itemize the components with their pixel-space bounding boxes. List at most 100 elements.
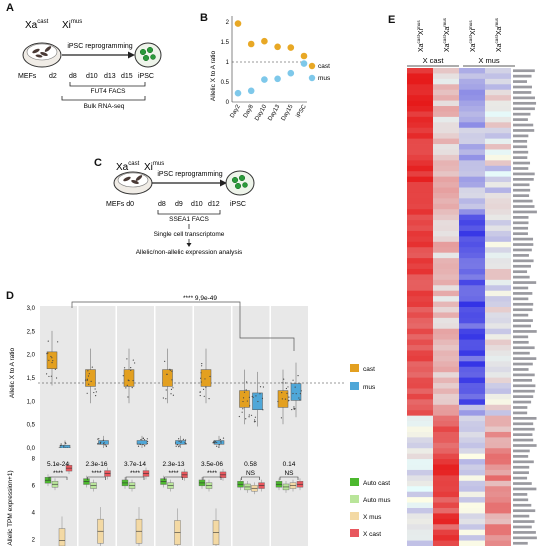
panel-e-cell <box>485 524 511 531</box>
panel-e-col-header: XacastXamus <box>442 17 451 52</box>
panel-e-group-right: X mus <box>478 56 500 65</box>
panel-e-cell <box>459 252 485 259</box>
panel-d-bottom-pvalue: 0.14 <box>283 461 296 468</box>
panel-e-gene-label <box>513 351 530 355</box>
panel-e-cell <box>433 220 459 226</box>
panel-e-cell <box>433 263 459 270</box>
panel-d-top-dot <box>209 375 211 378</box>
panel-d-top-dot <box>55 377 58 379</box>
panel-e-cell <box>407 100 433 107</box>
panel-d-top-dot <box>243 391 246 393</box>
panel-e-cell <box>433 475 459 482</box>
panel-d-bottom-pvalue: 3.5e-06 <box>201 461 223 468</box>
panel-e-cell <box>485 225 511 232</box>
panel-e-cell <box>459 339 485 346</box>
panel-e-cell <box>407 236 433 243</box>
panel-e-cell <box>459 442 485 449</box>
panel-d-top-dot <box>139 443 141 445</box>
panel-e-cell <box>433 421 459 427</box>
panel-a-xi-label: Ximus <box>62 19 82 31</box>
panel-e-gene-label <box>513 243 534 246</box>
panel-e-cell <box>459 317 485 324</box>
panel-e-gene-label <box>513 237 534 241</box>
panel-d-top-dot <box>97 442 99 445</box>
panel-e-cell <box>433 230 459 237</box>
legend-x-cast-swatch <box>350 529 359 537</box>
panel-b-point-mus <box>274 75 281 83</box>
panel-d-top-dot <box>182 438 185 440</box>
panel-e-cell <box>485 285 511 292</box>
panel-d-top-dot <box>65 442 67 444</box>
panel-d-top-dot <box>253 421 256 423</box>
panel-d-top-box-mus <box>290 383 302 401</box>
panel-d-top-dot <box>284 398 287 400</box>
panel-d-bottom-ytick: 6 <box>32 484 36 490</box>
panel-e-cell <box>407 475 433 482</box>
panel-d-bottom-group-bg <box>40 448 77 546</box>
panel-e-gene-label <box>513 129 535 132</box>
panel-d-top-dot <box>293 406 295 408</box>
panel-b-point-cast <box>300 52 308 60</box>
panel-a-tp-0: d2 <box>49 73 57 80</box>
panel-e-gene-label <box>513 112 531 116</box>
panel-d-bottom-bracket <box>48 476 68 480</box>
panel-d-top-dot <box>130 369 132 372</box>
panel-e-cell <box>433 502 459 509</box>
panel-e-gene-label <box>513 444 537 447</box>
panel-e-cell <box>485 220 511 226</box>
panel-e-cell <box>459 366 485 373</box>
panel-e-gene-label <box>513 455 529 458</box>
panel-e-cell <box>407 312 433 319</box>
panel-e-cell <box>407 214 433 221</box>
panel-d-top-dot <box>60 443 62 445</box>
panel-d-top-dot <box>63 445 65 447</box>
panel-e-cell <box>459 372 485 379</box>
panel-d-top-dot <box>214 441 217 443</box>
panel-e-cell <box>407 154 433 161</box>
panel-b-point-mus <box>300 60 308 67</box>
panel-e-cell <box>485 290 511 297</box>
panel-e-cell <box>459 350 485 357</box>
panel-e-cell <box>485 274 511 281</box>
panel-d-bottom-significance: **** <box>91 470 102 477</box>
panel-e-cell <box>459 404 485 411</box>
panel-d-top-dot <box>178 438 180 440</box>
panel-b-ytick-2: 1 <box>226 60 230 66</box>
panel-e-cell <box>407 437 433 444</box>
panel-e-cell <box>459 192 485 199</box>
panel-e-cell <box>433 247 459 254</box>
panel-d-top-dot <box>199 394 201 397</box>
panel-d-top-dot <box>245 418 247 420</box>
panel-e-cell <box>459 138 485 145</box>
panel-b-point-cast <box>261 37 268 45</box>
panel-e-cell <box>433 388 459 395</box>
panel-e-cell <box>407 203 433 210</box>
panel-e-cell <box>433 258 459 264</box>
panel-e-cell <box>485 393 511 400</box>
panel-e-cell <box>407 73 433 80</box>
panel-a-ipsc-label: iPSC <box>138 73 154 80</box>
panel-d-top-dot <box>86 378 88 380</box>
legend-auto-mus-label: Auto mus <box>363 497 391 504</box>
panel-d-top-ytick: 2,5 <box>27 329 36 335</box>
panel-d-top-dot <box>285 387 287 390</box>
legend-x-mus-label: X mus <box>363 514 382 521</box>
panel-d-top-dot <box>91 366 93 368</box>
panel-e-cell <box>433 535 459 541</box>
panel-d-bottom-bracket <box>164 476 183 480</box>
panel-d-top-ylabel: Allelic X to A ratio <box>9 348 16 399</box>
legend-cast-swatch <box>350 364 359 372</box>
panel-d-top-dot <box>262 386 265 388</box>
panel-e-cell <box>433 78 459 85</box>
panel-e-gene-label <box>513 96 535 100</box>
panel-e-cell <box>407 323 433 330</box>
panel-e-cell <box>433 393 459 400</box>
panel-e-cell <box>485 464 511 471</box>
panel-e-cell <box>407 290 433 297</box>
panel-d-bottom-pvalue: 5.1e-24 <box>47 461 69 468</box>
panel-e-cell <box>407 442 433 449</box>
panel-e-gene-label <box>513 525 532 529</box>
panel-e-cell <box>407 459 433 465</box>
panel-d-top-dot <box>50 355 52 358</box>
panel-e-cell <box>485 540 511 546</box>
